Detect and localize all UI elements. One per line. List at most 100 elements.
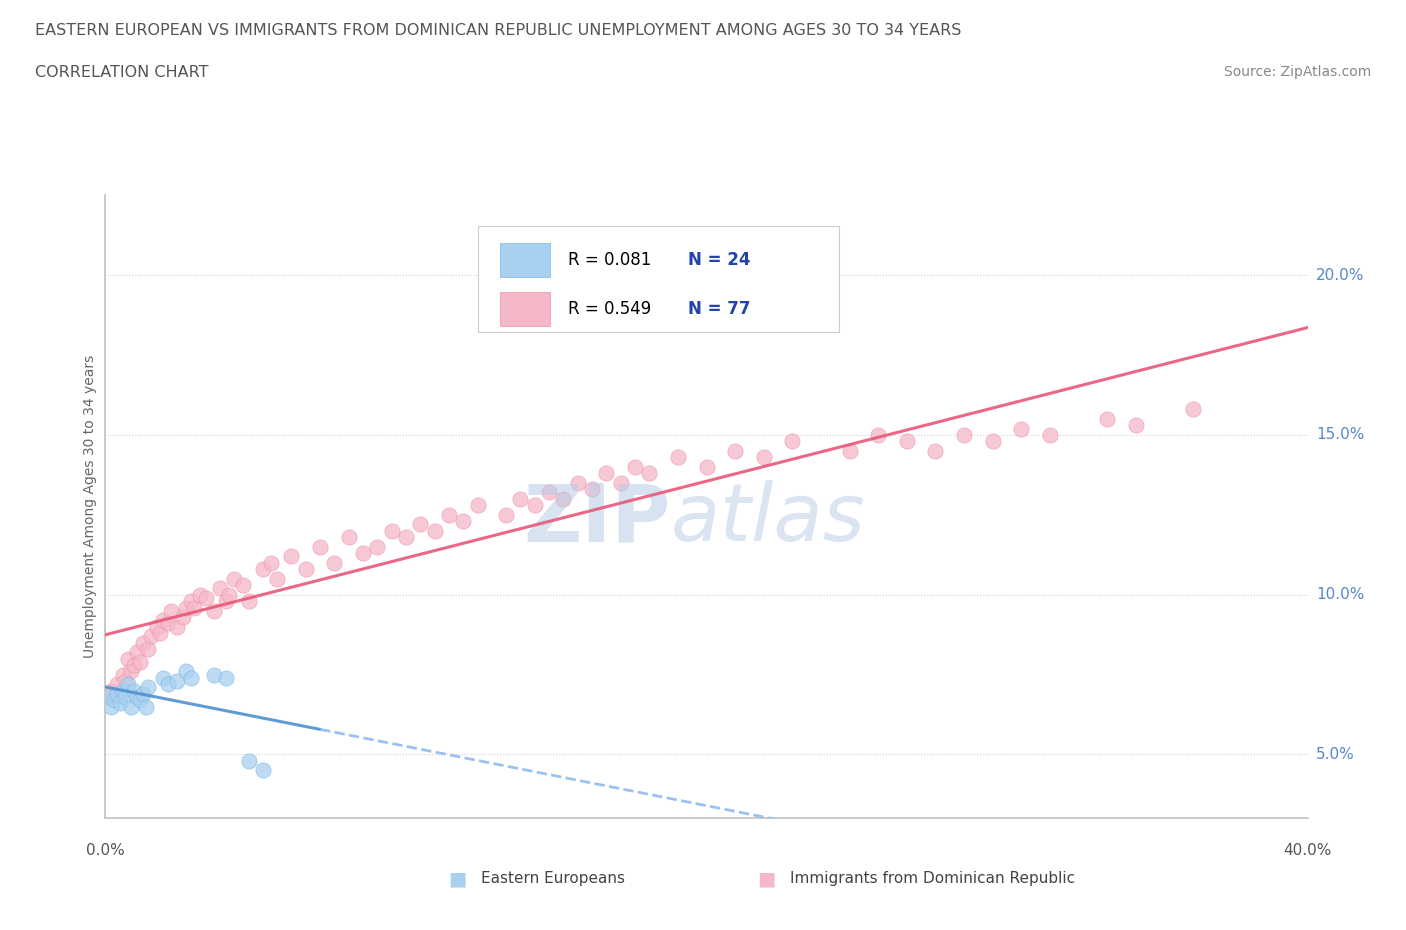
Point bbox=[309, 539, 332, 554]
Point bbox=[437, 508, 460, 523]
Point bbox=[152, 671, 174, 685]
Point bbox=[174, 600, 197, 615]
Point bbox=[100, 684, 122, 698]
Point bbox=[174, 664, 197, 679]
Text: Source: ZipAtlas.com: Source: ZipAtlas.com bbox=[1223, 65, 1371, 79]
Point bbox=[581, 482, 603, 497]
Point bbox=[953, 428, 976, 443]
Point bbox=[111, 667, 134, 682]
Point bbox=[114, 673, 136, 688]
Point bbox=[238, 753, 260, 768]
Point bbox=[131, 686, 153, 701]
Point bbox=[609, 475, 631, 490]
Point bbox=[160, 604, 183, 618]
Text: 5.0%: 5.0% bbox=[1316, 747, 1354, 762]
Point bbox=[238, 593, 260, 608]
FancyBboxPatch shape bbox=[478, 226, 839, 332]
Point bbox=[120, 664, 142, 679]
Point bbox=[638, 466, 661, 481]
Text: EASTERN EUROPEAN VS IMMIGRANTS FROM DOMINICAN REPUBLIC UNEMPLOYMENT AMONG AGES 3: EASTERN EUROPEAN VS IMMIGRANTS FROM DOMI… bbox=[35, 23, 962, 38]
Point bbox=[1182, 402, 1205, 417]
Text: Immigrants from Dominican Republic: Immigrants from Dominican Republic bbox=[790, 871, 1076, 886]
Point bbox=[105, 686, 128, 701]
Point bbox=[232, 578, 254, 592]
Point bbox=[924, 444, 946, 458]
Point bbox=[152, 613, 174, 628]
Text: ■: ■ bbox=[447, 870, 467, 888]
Point bbox=[202, 667, 225, 682]
Point bbox=[202, 604, 225, 618]
Point bbox=[149, 626, 172, 641]
Text: 20.0%: 20.0% bbox=[1316, 268, 1364, 283]
Point bbox=[595, 466, 617, 481]
Point bbox=[1010, 421, 1032, 436]
Point bbox=[218, 587, 240, 602]
Text: Eastern Europeans: Eastern Europeans bbox=[481, 871, 624, 886]
Text: 15.0%: 15.0% bbox=[1316, 428, 1364, 443]
Point bbox=[252, 763, 274, 777]
Point bbox=[194, 591, 217, 605]
Point bbox=[128, 693, 150, 708]
Text: ZIP: ZIP bbox=[523, 480, 671, 558]
Point bbox=[538, 485, 561, 500]
Point bbox=[224, 571, 246, 586]
Text: CORRELATION CHART: CORRELATION CHART bbox=[35, 65, 208, 80]
Text: N = 77: N = 77 bbox=[689, 300, 751, 318]
Point bbox=[108, 696, 131, 711]
Point bbox=[131, 635, 153, 650]
Point bbox=[467, 498, 489, 512]
Point bbox=[752, 450, 775, 465]
Point bbox=[172, 610, 194, 625]
Text: ■: ■ bbox=[756, 870, 776, 888]
Point bbox=[103, 693, 125, 708]
Text: 10.0%: 10.0% bbox=[1316, 587, 1364, 603]
Point bbox=[696, 459, 718, 474]
Point bbox=[146, 619, 169, 634]
Point bbox=[523, 498, 546, 512]
Point bbox=[208, 581, 231, 596]
Point bbox=[111, 684, 134, 698]
Point bbox=[782, 434, 804, 449]
Point bbox=[125, 644, 148, 659]
Point bbox=[117, 677, 139, 692]
Point bbox=[266, 571, 288, 586]
Point bbox=[114, 689, 136, 704]
Y-axis label: Unemployment Among Ages 30 to 34 years: Unemployment Among Ages 30 to 34 years bbox=[83, 355, 97, 658]
Point bbox=[180, 671, 202, 685]
Point bbox=[1125, 418, 1147, 432]
Point bbox=[252, 562, 274, 577]
Point bbox=[423, 524, 446, 538]
Point bbox=[103, 689, 125, 704]
Point bbox=[166, 619, 188, 634]
FancyBboxPatch shape bbox=[499, 244, 550, 277]
Point bbox=[122, 658, 145, 672]
Point bbox=[97, 689, 120, 704]
Point bbox=[451, 513, 474, 528]
Point bbox=[553, 491, 575, 506]
Text: 0.0%: 0.0% bbox=[86, 844, 125, 858]
Point bbox=[214, 593, 236, 608]
Point bbox=[188, 587, 211, 602]
Point bbox=[135, 699, 157, 714]
Point bbox=[183, 600, 205, 615]
Point bbox=[395, 530, 418, 545]
Point bbox=[117, 651, 139, 666]
Point bbox=[381, 524, 404, 538]
Point bbox=[868, 428, 890, 443]
Point bbox=[567, 475, 589, 490]
Point bbox=[105, 677, 128, 692]
Point bbox=[838, 444, 860, 458]
Point bbox=[352, 546, 374, 561]
Point bbox=[337, 530, 360, 545]
Point bbox=[409, 517, 432, 532]
Point bbox=[1039, 428, 1062, 443]
Point bbox=[323, 555, 346, 570]
Point bbox=[280, 549, 302, 564]
Point bbox=[366, 539, 388, 554]
FancyBboxPatch shape bbox=[499, 292, 550, 326]
Point bbox=[180, 593, 202, 608]
Point bbox=[157, 616, 180, 631]
Point bbox=[624, 459, 647, 474]
Point bbox=[1095, 412, 1118, 427]
Text: R = 0.549: R = 0.549 bbox=[568, 300, 651, 318]
